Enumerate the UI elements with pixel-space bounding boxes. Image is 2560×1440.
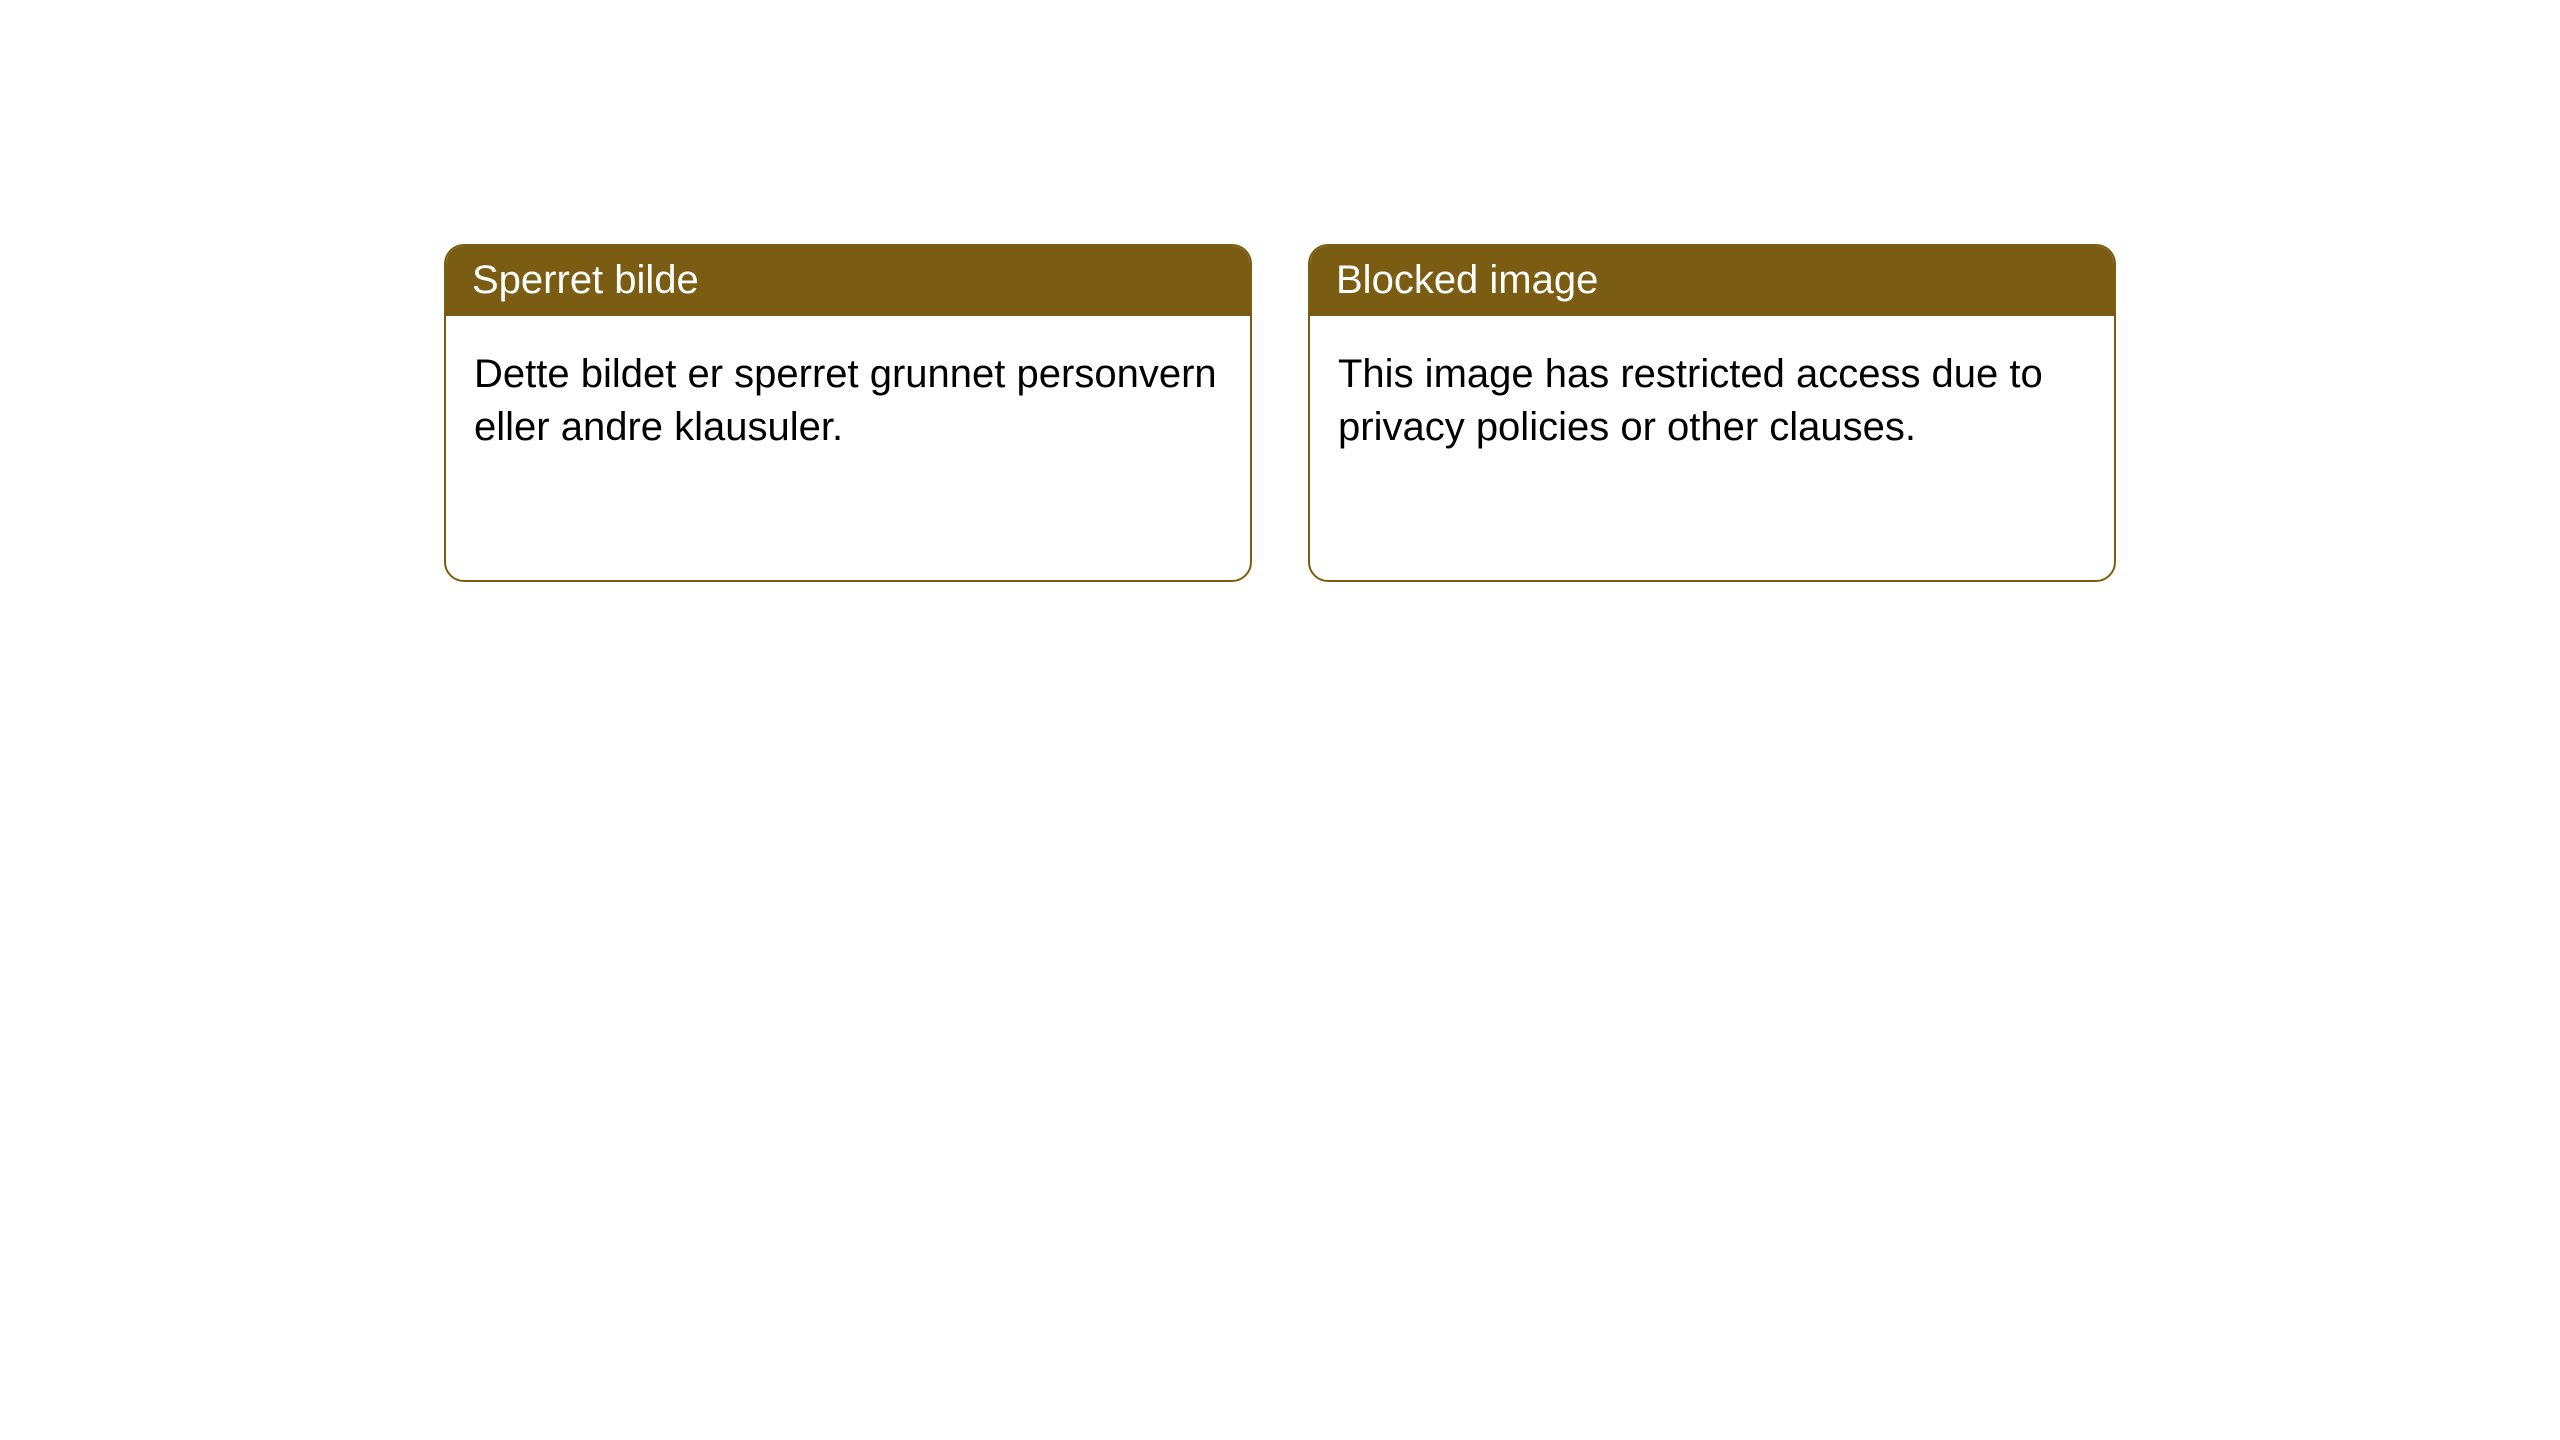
notice-row: Sperret bilde Dette bildet er sperret gr… xyxy=(0,0,2560,582)
notice-card-title: Blocked image xyxy=(1310,246,2114,316)
notice-card-body: Dette bildet er sperret grunnet personve… xyxy=(446,316,1250,486)
notice-card-english: Blocked image This image has restricted … xyxy=(1308,244,2116,582)
notice-card-norwegian: Sperret bilde Dette bildet er sperret gr… xyxy=(444,244,1252,582)
notice-card-title: Sperret bilde xyxy=(446,246,1250,316)
notice-card-body: This image has restricted access due to … xyxy=(1310,316,2114,486)
